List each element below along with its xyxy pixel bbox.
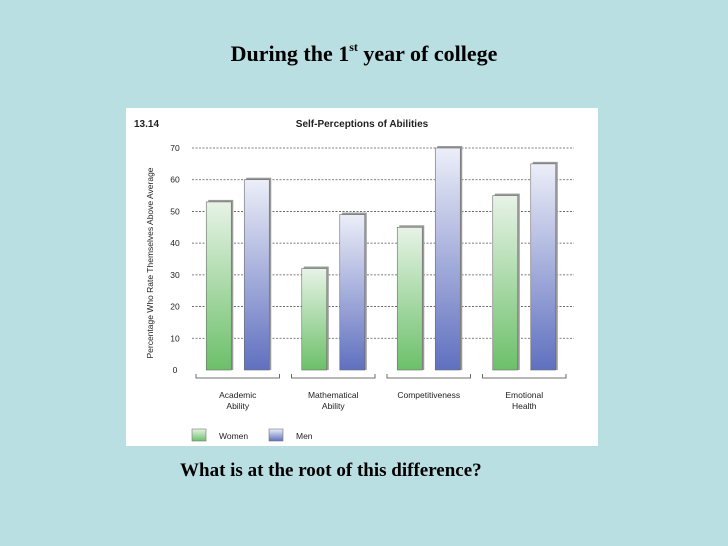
x-category-label: Mathematical bbox=[308, 390, 359, 400]
slide-title-text-end: year of college bbox=[357, 41, 498, 66]
x-category-label: Competitiveness bbox=[397, 390, 460, 400]
y-tick-label: 0 bbox=[173, 365, 178, 375]
bar-men bbox=[339, 214, 366, 371]
slide-title-superscript: st bbox=[349, 40, 358, 54]
bar-women bbox=[396, 226, 423, 371]
x-category-label: Academic bbox=[219, 390, 257, 400]
bar-men bbox=[530, 163, 557, 371]
legend-label-men: Men bbox=[296, 431, 313, 441]
y-tick-label: 20 bbox=[170, 302, 180, 312]
y-tick-label: 70 bbox=[170, 143, 180, 153]
x-category-label: Emotional bbox=[505, 390, 543, 400]
legend-label-women: Women bbox=[219, 431, 248, 441]
y-tick-label: 50 bbox=[170, 206, 180, 216]
figure-panel: 13.14 Self-Perceptions of Abilities Percen… bbox=[126, 108, 598, 446]
bar-chart: 13.14 Self-Perceptions of Abilities Percen… bbox=[134, 119, 574, 442]
figure-number: 13.14 bbox=[134, 119, 159, 130]
y-tick-label: 40 bbox=[170, 238, 180, 248]
bar-men bbox=[243, 179, 270, 371]
category-bracket bbox=[195, 374, 280, 379]
chart-title: Self-Perceptions of Abilities bbox=[296, 119, 429, 130]
y-tick-label: 30 bbox=[170, 270, 180, 280]
x-category-label: Ability bbox=[226, 401, 249, 411]
y-tick-label: 10 bbox=[170, 333, 180, 343]
bar-women bbox=[301, 268, 328, 371]
legend-swatch-women bbox=[191, 428, 207, 442]
slide-title-text: During the 1 bbox=[230, 41, 350, 66]
y-tick-label: 60 bbox=[170, 175, 180, 185]
category-bracket bbox=[291, 374, 376, 379]
legend-swatch-men bbox=[268, 428, 284, 442]
bar-women bbox=[205, 201, 232, 371]
slide-question: What is at the root of this difference? bbox=[180, 460, 482, 481]
bar-men bbox=[434, 147, 461, 371]
x-category-label: Health bbox=[512, 401, 537, 411]
category-bracket bbox=[482, 374, 567, 379]
bar-women bbox=[492, 195, 519, 371]
y-axis-label: Percentage Who Rate Themselves Above Ave… bbox=[145, 167, 155, 358]
x-category-label: Ability bbox=[322, 401, 345, 411]
category-bracket bbox=[386, 374, 471, 379]
slide-title: During the 1st year of college bbox=[0, 40, 728, 67]
